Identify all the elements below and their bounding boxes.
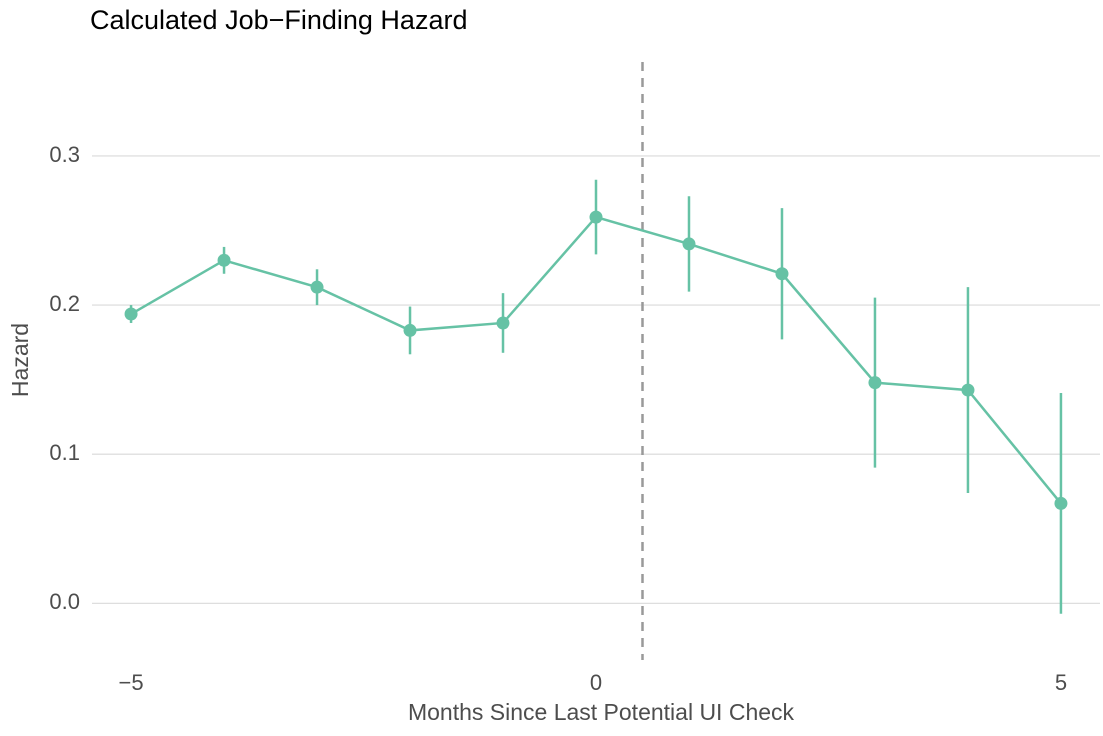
x-axis-label: Months Since Last Potential UI Check [408, 699, 795, 725]
point [1054, 496, 1068, 510]
y-tick-label: 0.3 [49, 142, 80, 167]
point [217, 253, 231, 267]
point [310, 280, 324, 294]
series-line [130, 215, 1062, 505]
point [868, 376, 882, 390]
point [589, 210, 603, 224]
point [775, 267, 789, 281]
y-tick-label: 0.2 [49, 291, 80, 316]
point [124, 307, 138, 321]
point [496, 316, 510, 330]
point [403, 323, 417, 337]
x-tick-label: 0 [590, 670, 602, 695]
chart-title: Calculated Job−Finding Hazard [90, 5, 467, 35]
y-tick-label: 0.1 [49, 440, 80, 465]
x-tick-label: 5 [1055, 670, 1067, 695]
point [682, 237, 696, 251]
y-axis-label: Hazard [7, 323, 33, 397]
x-tick-label: −5 [119, 670, 144, 695]
point [961, 383, 975, 397]
y-tick-label: 0.0 [49, 589, 80, 614]
